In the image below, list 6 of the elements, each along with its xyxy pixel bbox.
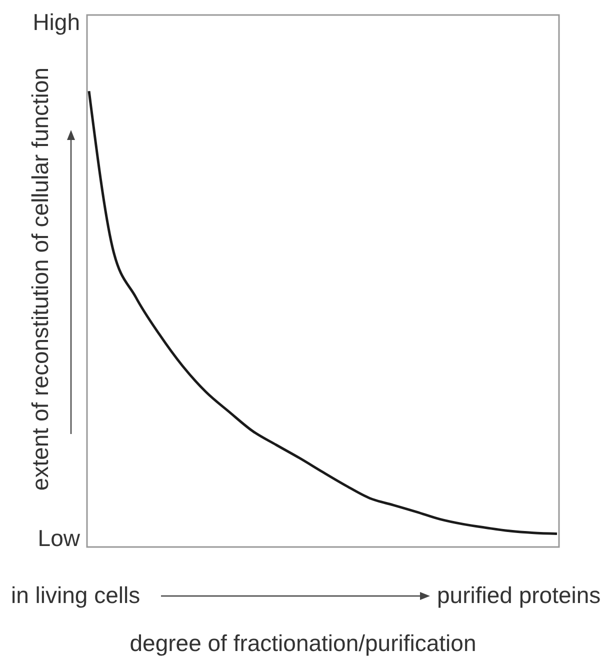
y-axis-title: extent of reconstitution of cellular function bbox=[27, 67, 53, 491]
text: in living cells bbox=[11, 582, 140, 608]
x-axis-title: degree of fractionation/purification bbox=[130, 630, 476, 656]
text: purified proteins bbox=[437, 582, 601, 608]
text: Low bbox=[38, 525, 80, 551]
text: High bbox=[32, 9, 80, 35]
